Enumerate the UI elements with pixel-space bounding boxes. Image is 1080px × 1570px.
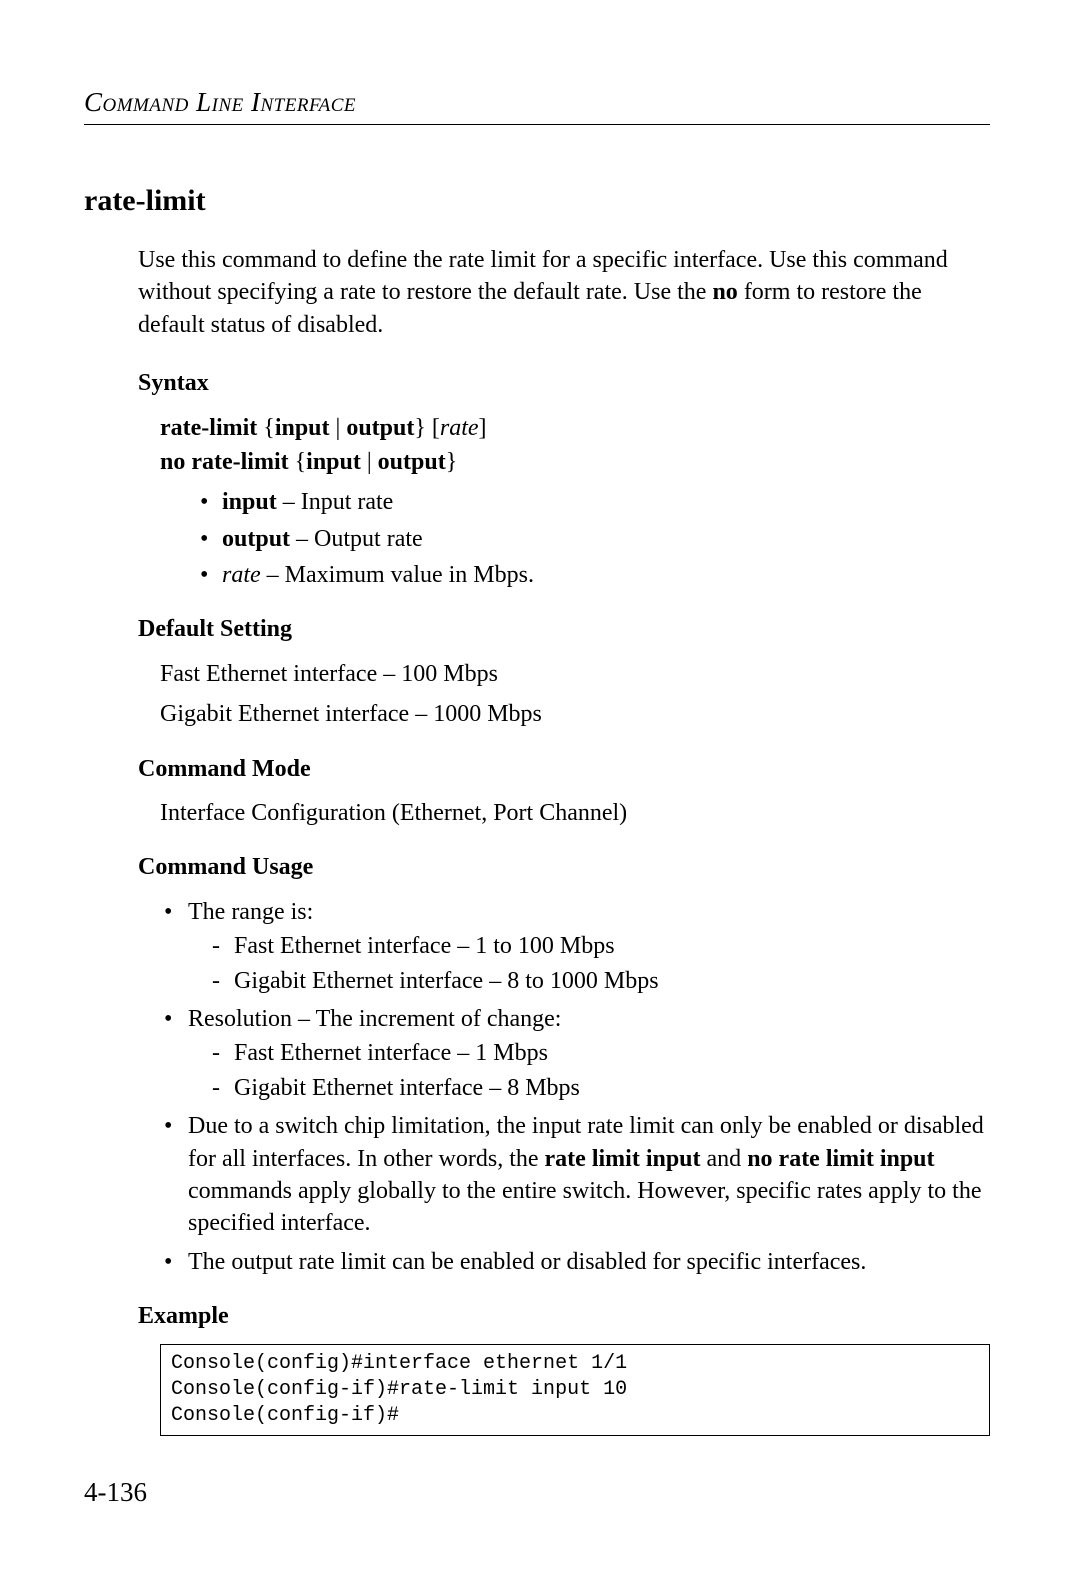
usage-subitem: Fast Ethernet interface – 1 Mbps [212,1037,990,1069]
usage-sublist: Fast Ethernet interface – 1 to 100 Mbps … [212,930,990,997]
syntax-line: rate-limit {input | output} [rate] [160,412,990,444]
syntax-block: rate-limit {input | output} [rate] no ra… [160,412,990,592]
usage-subitem: Gigabit Ethernet interface – 8 to 1000 M… [212,965,990,997]
syntax-line: no rate-limit {input | output} [160,446,990,478]
usage-subitem: Fast Ethernet interface – 1 to 100 Mbps [212,930,990,962]
usage-item: The output rate limit can be enabled or … [162,1246,990,1278]
section-heading-mode: Command Mode [138,753,990,785]
default-line: Gigabit Ethernet interface – 1000 Mbps [160,698,990,730]
page-number: 4-136 [84,1474,147,1510]
syntax-param: rate – Maximum value in Mbps. [200,559,990,591]
syntax-parameters: input – Input rate output – Output rate … [200,486,990,591]
command-title: rate-limit [84,181,990,222]
intro-paragraph: Use this command to define the rate limi… [138,244,990,341]
section-heading-example: Example [138,1300,990,1332]
command-mode-block: Interface Configuration (Ethernet, Port … [160,797,990,829]
usage-sublist: Fast Ethernet interface – 1 Mbps Gigabit… [212,1037,990,1104]
syntax-param: input – Input rate [200,486,990,518]
section-heading-usage: Command Usage [138,851,990,883]
syntax-param: output – Output rate [200,523,990,555]
usage-item: Resolution – The increment of change: Fa… [162,1003,990,1104]
section-heading-syntax: Syntax [138,367,990,399]
usage-text: Resolution – The increment of change: [188,1006,561,1032]
section-heading-default: Default Setting [138,613,990,645]
usage-subitem: Gigabit Ethernet interface – 8 Mbps [212,1072,990,1104]
running-header: Command Line Interface [84,84,990,125]
usage-item: The range is: Fast Ethernet interface – … [162,896,990,997]
usage-text: The range is: [188,899,313,925]
mode-line: Interface Configuration (Ethernet, Port … [160,797,990,829]
default-line: Fast Ethernet interface – 100 Mbps [160,658,990,690]
usage-item: Due to a switch chip limitation, the inp… [162,1110,990,1240]
command-body: Use this command to define the rate limi… [138,244,990,1437]
usage-list: The range is: Fast Ethernet interface – … [162,896,990,1278]
example-code-block: Console(config)#interface ethernet 1/1 C… [160,1344,990,1436]
document-page: Command Line Interface rate-limit Use th… [0,0,1080,1570]
default-setting-block: Fast Ethernet interface – 100 Mbps Gigab… [160,658,990,731]
